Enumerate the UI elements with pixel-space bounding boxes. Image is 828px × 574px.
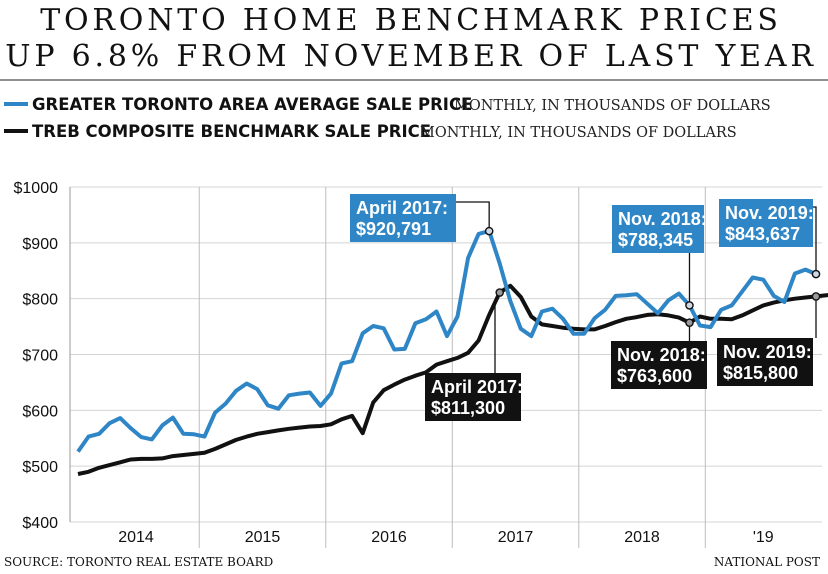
legend-label-treb: TREB COMPOSITE BENCHMARK SALE PRICE	[32, 122, 431, 141]
x-year-label: '19	[753, 529, 774, 546]
callout-point-marker	[484, 226, 494, 236]
legend-note-treb: MONTHLY, IN THOUSANDS OF DOLLARS	[420, 125, 737, 141]
y-tick-label: $800	[22, 292, 58, 309]
credit-note: NATIONAL POST	[714, 555, 820, 569]
x-axis-year-labels: 2014 2015 2016 2017 2018 '19	[118, 529, 774, 546]
callout-box	[612, 205, 704, 253]
callout-value: $788,345	[618, 230, 693, 250]
y-tick-label: $1000	[14, 180, 59, 197]
chart-title-line2: UP 6.8% FROM NOVEMBER OF LAST YEAR	[5, 39, 816, 74]
legend-note-gta: MONTHLY, IN THOUSANDS OF DOLLARS	[454, 98, 771, 114]
callout-label: April 2017:	[356, 198, 448, 218]
callout-label: Nov. 2019:	[725, 203, 814, 223]
callout-point-marker	[495, 288, 505, 297]
callout-label: Nov. 2018:	[618, 209, 707, 229]
x-year-label: 2017	[498, 529, 534, 546]
callout-value: $843,637	[725, 224, 800, 244]
x-year-label: 2016	[371, 529, 407, 546]
callout-point-marker	[811, 292, 821, 301]
callout-box	[719, 199, 813, 247]
series-line-gta	[76, 229, 817, 453]
callout-point-marker	[685, 301, 694, 310]
y-axis-ticks: $400 $500 $600 $700 $800 $900 $1000	[14, 180, 59, 532]
callout-value: $815,800	[723, 363, 798, 383]
x-year-label: 2014	[118, 529, 154, 546]
callout-leader	[813, 206, 817, 275]
callout-annotations: April 2017:$920,791 Nov. 2018:$788,345Nov…	[350, 194, 821, 421]
callout-label: Nov. 2018:	[617, 345, 706, 365]
callout-value: $811,300	[431, 398, 505, 418]
legend: GREATER TORONTO AREA AVERAGE SALE PRICE …	[4, 95, 771, 141]
callout-value: $920,791	[356, 219, 431, 239]
callout-label: April 2017:	[431, 377, 523, 397]
y-tick-label: $600	[22, 403, 58, 420]
x-year-label: 2018	[624, 529, 660, 546]
y-tick-label: $500	[22, 459, 58, 476]
legend-label-gta: GREATER TORONTO AREA AVERAGE SALE PRICE	[32, 95, 472, 114]
callout-box	[717, 338, 813, 386]
y-tick-label: $700	[22, 348, 58, 365]
callout-leader	[456, 201, 490, 232]
y-tick-label: $900	[22, 236, 58, 253]
callout-box	[611, 341, 707, 389]
callout-value: $763,600	[617, 366, 692, 386]
callout-point-marker	[811, 269, 821, 279]
x-year-label: 2015	[245, 529, 281, 546]
source-note: SOURCE: TORONTO REAL ESTATE BOARD	[4, 555, 273, 569]
chart-title-line1: TORONTO HOME BENCHMARK PRICES	[40, 3, 782, 38]
callout-point-marker	[685, 318, 694, 327]
callout-label: Nov. 2019:	[723, 342, 812, 362]
callout-box	[350, 194, 456, 242]
y-tick-label: $400	[22, 515, 58, 532]
callout-box	[425, 373, 521, 421]
series-line-treb	[77, 283, 828, 476]
